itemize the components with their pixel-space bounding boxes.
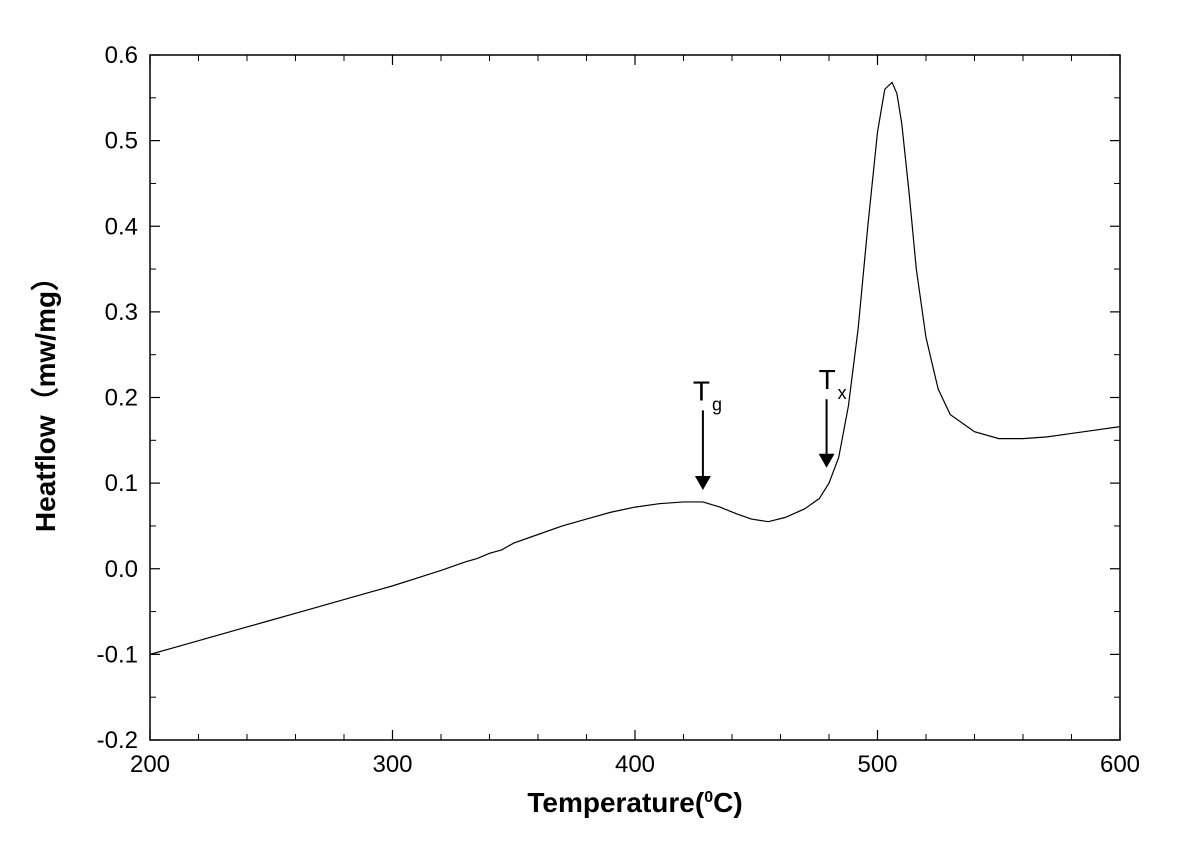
- chart-background: [0, 0, 1186, 858]
- y-tick-label: -0.1: [97, 641, 138, 668]
- x-tick-label: 500: [857, 751, 897, 778]
- y-tick-label: 0.4: [105, 213, 138, 240]
- chart-svg: 200 300 400 500 600 -0.2 -0.1 0.0 0.1 0.2 0.3 0.4 0.…: [0, 0, 1186, 858]
- y-tick-label: 0.5: [105, 128, 138, 155]
- y-tick-label: 0.0: [105, 556, 138, 583]
- x-tick-label: 400: [615, 751, 655, 778]
- y-tick-label: -0.2: [97, 727, 138, 754]
- x-tick-label: 600: [1100, 751, 1140, 778]
- y-tick-label: 0.6: [105, 42, 138, 69]
- y-tick-label: 0.1: [105, 470, 138, 497]
- y-tick-label: 0.3: [105, 299, 138, 326]
- y-tick-label: 0.2: [105, 385, 138, 412]
- x-tick-label: 200: [130, 751, 170, 778]
- dsc-chart: 200 300 400 500 600 -0.2 -0.1 0.0 0.1 0.2 0.3 0.4 0.…: [0, 0, 1186, 858]
- y-axis-label: Heatflow（mw/mg）: [29, 263, 61, 532]
- x-tick-label: 300: [372, 751, 412, 778]
